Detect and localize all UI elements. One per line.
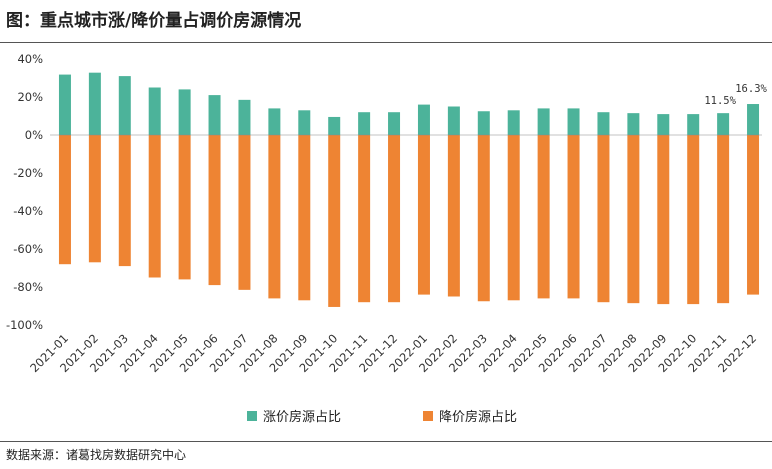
rise-bar bbox=[358, 112, 371, 135]
rise-bar bbox=[627, 113, 640, 135]
y-tick-label: -40% bbox=[13, 204, 43, 218]
fall-bar bbox=[238, 135, 251, 290]
legend-label: 降价房源占比 bbox=[439, 409, 517, 425]
rise-bar bbox=[238, 99, 251, 135]
rise-bar bbox=[537, 108, 550, 135]
fall-bar bbox=[88, 135, 101, 263]
fall-bar bbox=[417, 135, 430, 295]
rise-bar bbox=[567, 108, 580, 135]
rise-bar bbox=[477, 111, 490, 135]
legend-swatch bbox=[423, 411, 433, 421]
fall-bar bbox=[597, 135, 610, 303]
rise-bar bbox=[507, 110, 520, 135]
rise-bar bbox=[328, 116, 341, 135]
fall-bar bbox=[328, 135, 341, 307]
rise-bar bbox=[118, 76, 131, 135]
fall-bar bbox=[687, 135, 700, 305]
y-tick-label: -80% bbox=[13, 280, 43, 294]
fall-bar bbox=[747, 135, 760, 295]
fall-bar bbox=[567, 135, 580, 299]
rise-bar bbox=[88, 72, 101, 135]
rise-bar bbox=[447, 106, 460, 135]
rise-bar bbox=[148, 87, 161, 135]
source-note: 数据来源：诸葛找房数据研究中心 bbox=[6, 448, 187, 462]
legend-label: 涨价房源占比 bbox=[263, 409, 341, 425]
fall-bar bbox=[58, 135, 71, 265]
rise-bar bbox=[388, 112, 401, 135]
y-tick-label: -60% bbox=[13, 242, 43, 256]
data-label: 16.3% bbox=[735, 83, 767, 95]
fall-bar bbox=[447, 135, 460, 297]
fall-bar bbox=[657, 135, 670, 305]
rise-bar bbox=[717, 113, 730, 135]
fall-bar bbox=[178, 135, 191, 280]
fall-bar bbox=[507, 135, 520, 301]
fall-bar bbox=[537, 135, 550, 299]
rise-bar bbox=[417, 104, 430, 135]
fall-bar bbox=[118, 135, 131, 267]
rise-bar bbox=[657, 114, 670, 135]
bottom-divider bbox=[0, 441, 772, 442]
fall-bar bbox=[388, 135, 401, 303]
data-label: 11.5% bbox=[704, 95, 736, 107]
rise-bar bbox=[687, 114, 700, 135]
rise-bar bbox=[298, 110, 311, 135]
fall-bar bbox=[208, 135, 221, 286]
legend-swatch bbox=[247, 411, 257, 421]
rise-bar bbox=[268, 108, 281, 135]
fall-bar bbox=[268, 135, 281, 299]
fall-bar bbox=[298, 135, 311, 301]
rise-bar bbox=[597, 112, 610, 135]
rise-bar bbox=[58, 74, 71, 135]
rise-bar bbox=[208, 95, 221, 135]
fall-bar bbox=[717, 135, 730, 304]
y-tick-label: 40% bbox=[17, 52, 43, 66]
top-divider bbox=[0, 42, 772, 43]
y-tick-label: 20% bbox=[17, 90, 43, 104]
rise-bar bbox=[747, 104, 760, 135]
chart-title: 图：重点城市涨/降价量占调价房源情况 bbox=[6, 11, 302, 31]
fall-bar bbox=[358, 135, 371, 303]
y-tick-label: -100% bbox=[6, 318, 43, 332]
fall-bar bbox=[627, 135, 640, 304]
y-tick-label: -20% bbox=[13, 166, 43, 180]
y-tick-label: 0% bbox=[25, 128, 43, 142]
rise-bar bbox=[178, 89, 191, 135]
fall-bar bbox=[148, 135, 161, 278]
fall-bar bbox=[477, 135, 490, 302]
